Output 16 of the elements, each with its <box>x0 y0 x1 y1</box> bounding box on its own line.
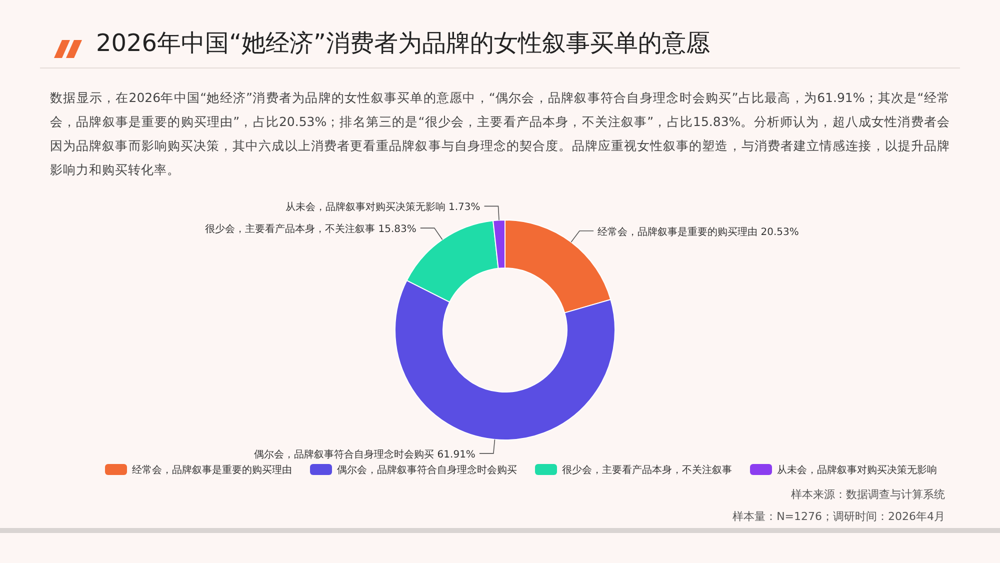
slice-label: 从未会，品牌叙事对购买决策无影响 <box>285 202 446 214</box>
legend-label: 偶尔会，品牌叙事符合自身理念时会购买 <box>337 464 517 476</box>
legend-label: 很少会，主要看产品本身，不关注叙事 <box>562 464 732 476</box>
legend-label: 从未会，品牌叙事对购买决策无影响 <box>777 464 937 476</box>
data-label: 20.53% <box>760 226 799 238</box>
data-label: 61.91% <box>437 449 476 460</box>
chart-title: 2026年中国“她经济”消费者为品牌的女性叙事买单的意愿 <box>96 29 710 57</box>
text: 样本来源：数据调查与计算系统 <box>791 488 945 501</box>
slice-label: 经常会，品牌叙事是重要的购买理由 <box>598 226 758 238</box>
legend-label: 经常会，品牌叙事是重要的购买理由 <box>132 464 292 476</box>
slice-label: 很少会，主要看产品本身，不关注叙事 <box>205 224 376 236</box>
chart-subtitle: 数据显示，在2026年中国“她经济”消费者为品牌的女性叙事买单的意愿中，“偶尔会，品牌叙事符合自身理念时会购买”占比最高，为61.91%；其次是“经常会，品牌叙事是重要的购买理由”，占比20.53%；排名第三的是“很少会，主要看产品本身，不关注叙事”，占比15.83%。分析师认为，超八成女性消费者会因为品牌叙事而影响购买决策，其中六成以上消费者更看重品牌叙事与自身理念的契合度。品牌应重视女性叙事的塑造，与消费者建立情感连接，以提升品牌影响力和购买转化率。 <box>50 89 950 179</box>
data-label: 1.73% <box>448 202 480 214</box>
slice-label: 偶尔会，品牌叙事符合自身理念时会购买 <box>254 449 434 460</box>
data-label: 15.83% <box>378 224 416 236</box>
text: 样本量：N=1276；调研时间：2026年4月 <box>732 510 945 523</box>
